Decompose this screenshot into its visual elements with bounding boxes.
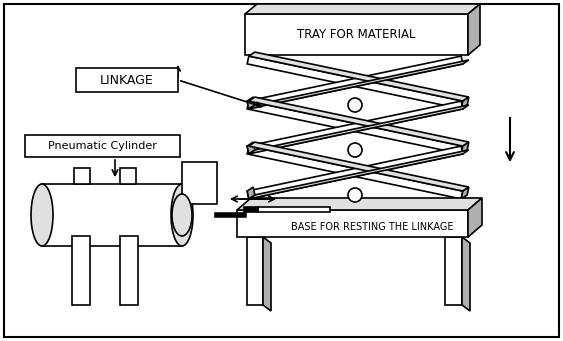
Bar — [445, 237, 462, 305]
Bar — [120, 236, 138, 305]
Polygon shape — [249, 52, 469, 101]
Polygon shape — [237, 198, 482, 210]
Polygon shape — [249, 105, 469, 154]
Polygon shape — [249, 150, 469, 199]
Polygon shape — [247, 187, 255, 199]
Bar — [120, 168, 136, 184]
Circle shape — [348, 98, 362, 112]
Bar — [237, 210, 468, 237]
Polygon shape — [263, 237, 271, 311]
Bar — [74, 168, 90, 184]
Polygon shape — [461, 97, 469, 109]
Bar — [42, 184, 182, 246]
Text: BASE FOR RESTING THE LINKAGE: BASE FOR RESTING THE LINKAGE — [291, 222, 454, 233]
Polygon shape — [247, 101, 463, 154]
Polygon shape — [247, 142, 255, 154]
Text: Pneumatic Cylinder: Pneumatic Cylinder — [48, 141, 157, 151]
Bar — [25, 135, 180, 157]
Ellipse shape — [31, 184, 53, 246]
Bar — [244, 207, 258, 212]
Polygon shape — [249, 60, 469, 109]
Polygon shape — [245, 4, 480, 14]
Text: LINKAGE: LINKAGE — [100, 74, 154, 87]
Ellipse shape — [171, 184, 193, 246]
Polygon shape — [468, 4, 480, 55]
Polygon shape — [468, 198, 482, 237]
Bar — [258, 207, 330, 212]
Polygon shape — [247, 146, 463, 199]
Bar — [247, 237, 263, 305]
Polygon shape — [249, 142, 469, 191]
Polygon shape — [249, 97, 469, 146]
Polygon shape — [462, 237, 470, 311]
Polygon shape — [247, 146, 463, 199]
Bar — [72, 236, 90, 305]
Circle shape — [348, 143, 362, 157]
Polygon shape — [461, 187, 469, 199]
Polygon shape — [247, 56, 463, 109]
Polygon shape — [247, 56, 463, 109]
Polygon shape — [247, 97, 255, 109]
Polygon shape — [247, 101, 463, 154]
Text: TRAY FOR MATERIAL: TRAY FOR MATERIAL — [297, 28, 415, 41]
Bar — [182, 162, 217, 204]
Bar — [245, 14, 468, 55]
Ellipse shape — [172, 194, 192, 236]
Bar — [76, 68, 178, 92]
Circle shape — [348, 188, 362, 202]
Polygon shape — [461, 142, 469, 154]
